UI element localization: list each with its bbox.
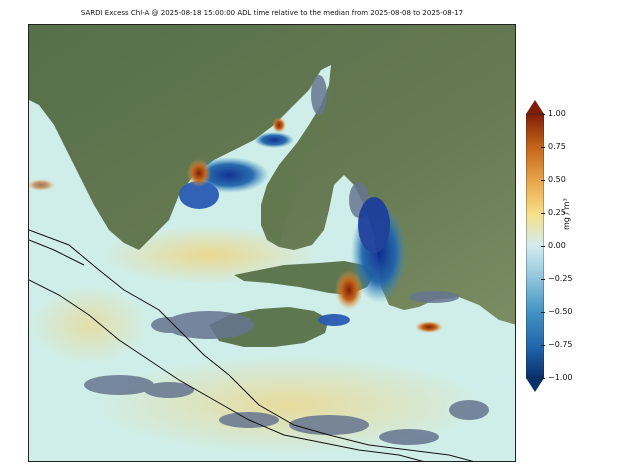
colorbar-tick-mark xyxy=(541,345,545,346)
colorbar-tick-label: −0.50 xyxy=(548,307,573,316)
colorbar-tick-mark xyxy=(541,378,545,379)
peninsula-land xyxy=(261,85,334,247)
water-warm-patch xyxy=(29,285,149,365)
colorbar-tick-label: −1.00 xyxy=(548,373,573,382)
colorbar-tick-label: 1.00 xyxy=(548,109,566,118)
colorbar-tick-mark xyxy=(541,180,545,181)
positive-anomaly xyxy=(29,117,443,333)
colorbar-tick-mark xyxy=(541,213,545,214)
colorbar-tick-label: 0.50 xyxy=(548,175,566,184)
colorbar-bottom-arrow xyxy=(526,378,544,392)
colorbar-tick-label: 0.75 xyxy=(548,142,566,151)
chlorophyll-anomaly-map xyxy=(28,24,516,462)
colorbar-top-arrow xyxy=(526,100,544,114)
water-warm-patch xyxy=(89,355,489,455)
map-title: SARDI Excess Chl-A @ 2025-08-18 15:00:00… xyxy=(80,9,464,17)
colorbar-unit-label: mg / m³ xyxy=(562,198,571,230)
colorbar-tick-label: −0.25 xyxy=(548,274,573,283)
colorbar-tick-mark xyxy=(541,147,545,148)
colorbar-tick-mark xyxy=(541,312,545,313)
colorbar-tick-mark xyxy=(541,114,545,115)
colorbar-tick-label: 0.00 xyxy=(548,241,566,250)
boundary-lines xyxy=(29,229,474,461)
colorbar-tick-mark xyxy=(541,246,545,247)
colorbar-tick-mark xyxy=(541,279,545,280)
colorbar-tick-label: 0.25 xyxy=(548,208,566,217)
cloud-mask xyxy=(84,75,489,445)
colorbar-tick-label: −0.75 xyxy=(548,340,573,349)
